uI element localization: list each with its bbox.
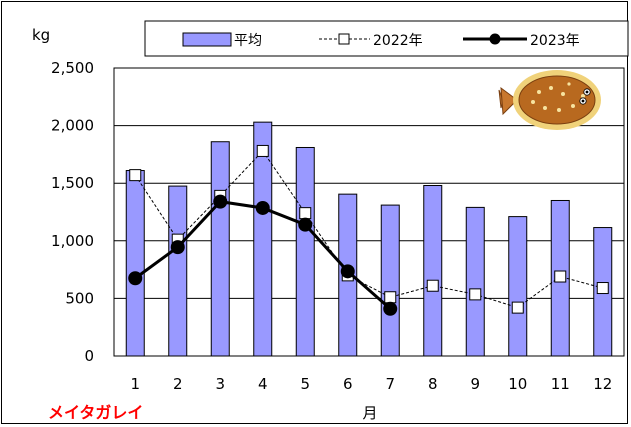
x-tick-label: 4 <box>258 375 268 393</box>
plot-area <box>113 67 625 357</box>
x-tick-label: 2 <box>173 375 183 393</box>
legend: 平均 2022年 2023年 <box>144 20 629 57</box>
bar <box>125 170 145 357</box>
y-tick-label: 1,000 <box>51 232 94 250</box>
bar <box>295 146 315 357</box>
data-point <box>383 301 398 316</box>
x-axis-ticks: 1 2 3 4 5 6 7 8 9 10 11 12 <box>130 375 612 393</box>
x-tick-label: 8 <box>428 375 438 393</box>
y-tick-label: 0 <box>84 347 94 365</box>
line-series-2023 <box>128 194 398 316</box>
flounder-icon <box>498 70 601 130</box>
x-tick-label: 3 <box>215 375 225 393</box>
data-point <box>340 264 355 279</box>
data-point <box>299 207 312 220</box>
data-point <box>426 279 439 292</box>
bar-series <box>125 121 613 357</box>
legend-label-avg: 平均 <box>234 33 262 49</box>
bar <box>168 185 188 357</box>
data-point <box>298 217 313 232</box>
bar <box>508 216 528 357</box>
x-tick-label: 12 <box>593 375 612 393</box>
legend-marker-2022 <box>338 33 350 45</box>
data-point <box>469 288 482 301</box>
data-point <box>128 271 143 286</box>
y-tick-label: 1,500 <box>51 174 94 192</box>
data-point <box>511 301 524 314</box>
data-point <box>255 200 270 215</box>
y-tick-label: 2,000 <box>51 117 94 135</box>
y-tick-label: 2,500 <box>51 59 94 77</box>
x-tick-label: 6 <box>343 375 353 393</box>
data-point <box>256 144 269 157</box>
y-tick-label: 500 <box>65 289 94 307</box>
bar <box>253 121 273 357</box>
data-point <box>170 240 185 255</box>
x-tick-label: 1 <box>130 375 140 393</box>
data-point <box>213 194 228 209</box>
legend-marker-2023 <box>489 33 501 45</box>
data-point <box>384 291 397 304</box>
data-point <box>596 282 609 295</box>
data-point <box>554 270 567 283</box>
bar <box>210 141 230 357</box>
x-tick-label: 5 <box>300 375 310 393</box>
legend-label-2022: 2022年 <box>373 33 423 49</box>
legend-label-2023: 2023年 <box>530 33 580 49</box>
bar <box>380 204 400 357</box>
y-axis-ticks: 0 500 1,000 1,500 2,000 2,500 <box>51 59 94 365</box>
x-axis-title: 月 <box>362 404 377 422</box>
gridlines <box>114 125 624 299</box>
x-tick-label: 7 <box>385 375 395 393</box>
bar <box>465 206 485 357</box>
species-label: メイタガレイ <box>48 403 143 422</box>
data-point <box>129 169 142 182</box>
x-tick-label: 11 <box>551 375 570 393</box>
bar <box>423 185 443 357</box>
x-tick-label: 9 <box>470 375 480 393</box>
y-axis-unit: kg <box>32 26 50 44</box>
x-tick-label: 10 <box>508 375 527 393</box>
legend-swatch-avg <box>182 32 232 47</box>
